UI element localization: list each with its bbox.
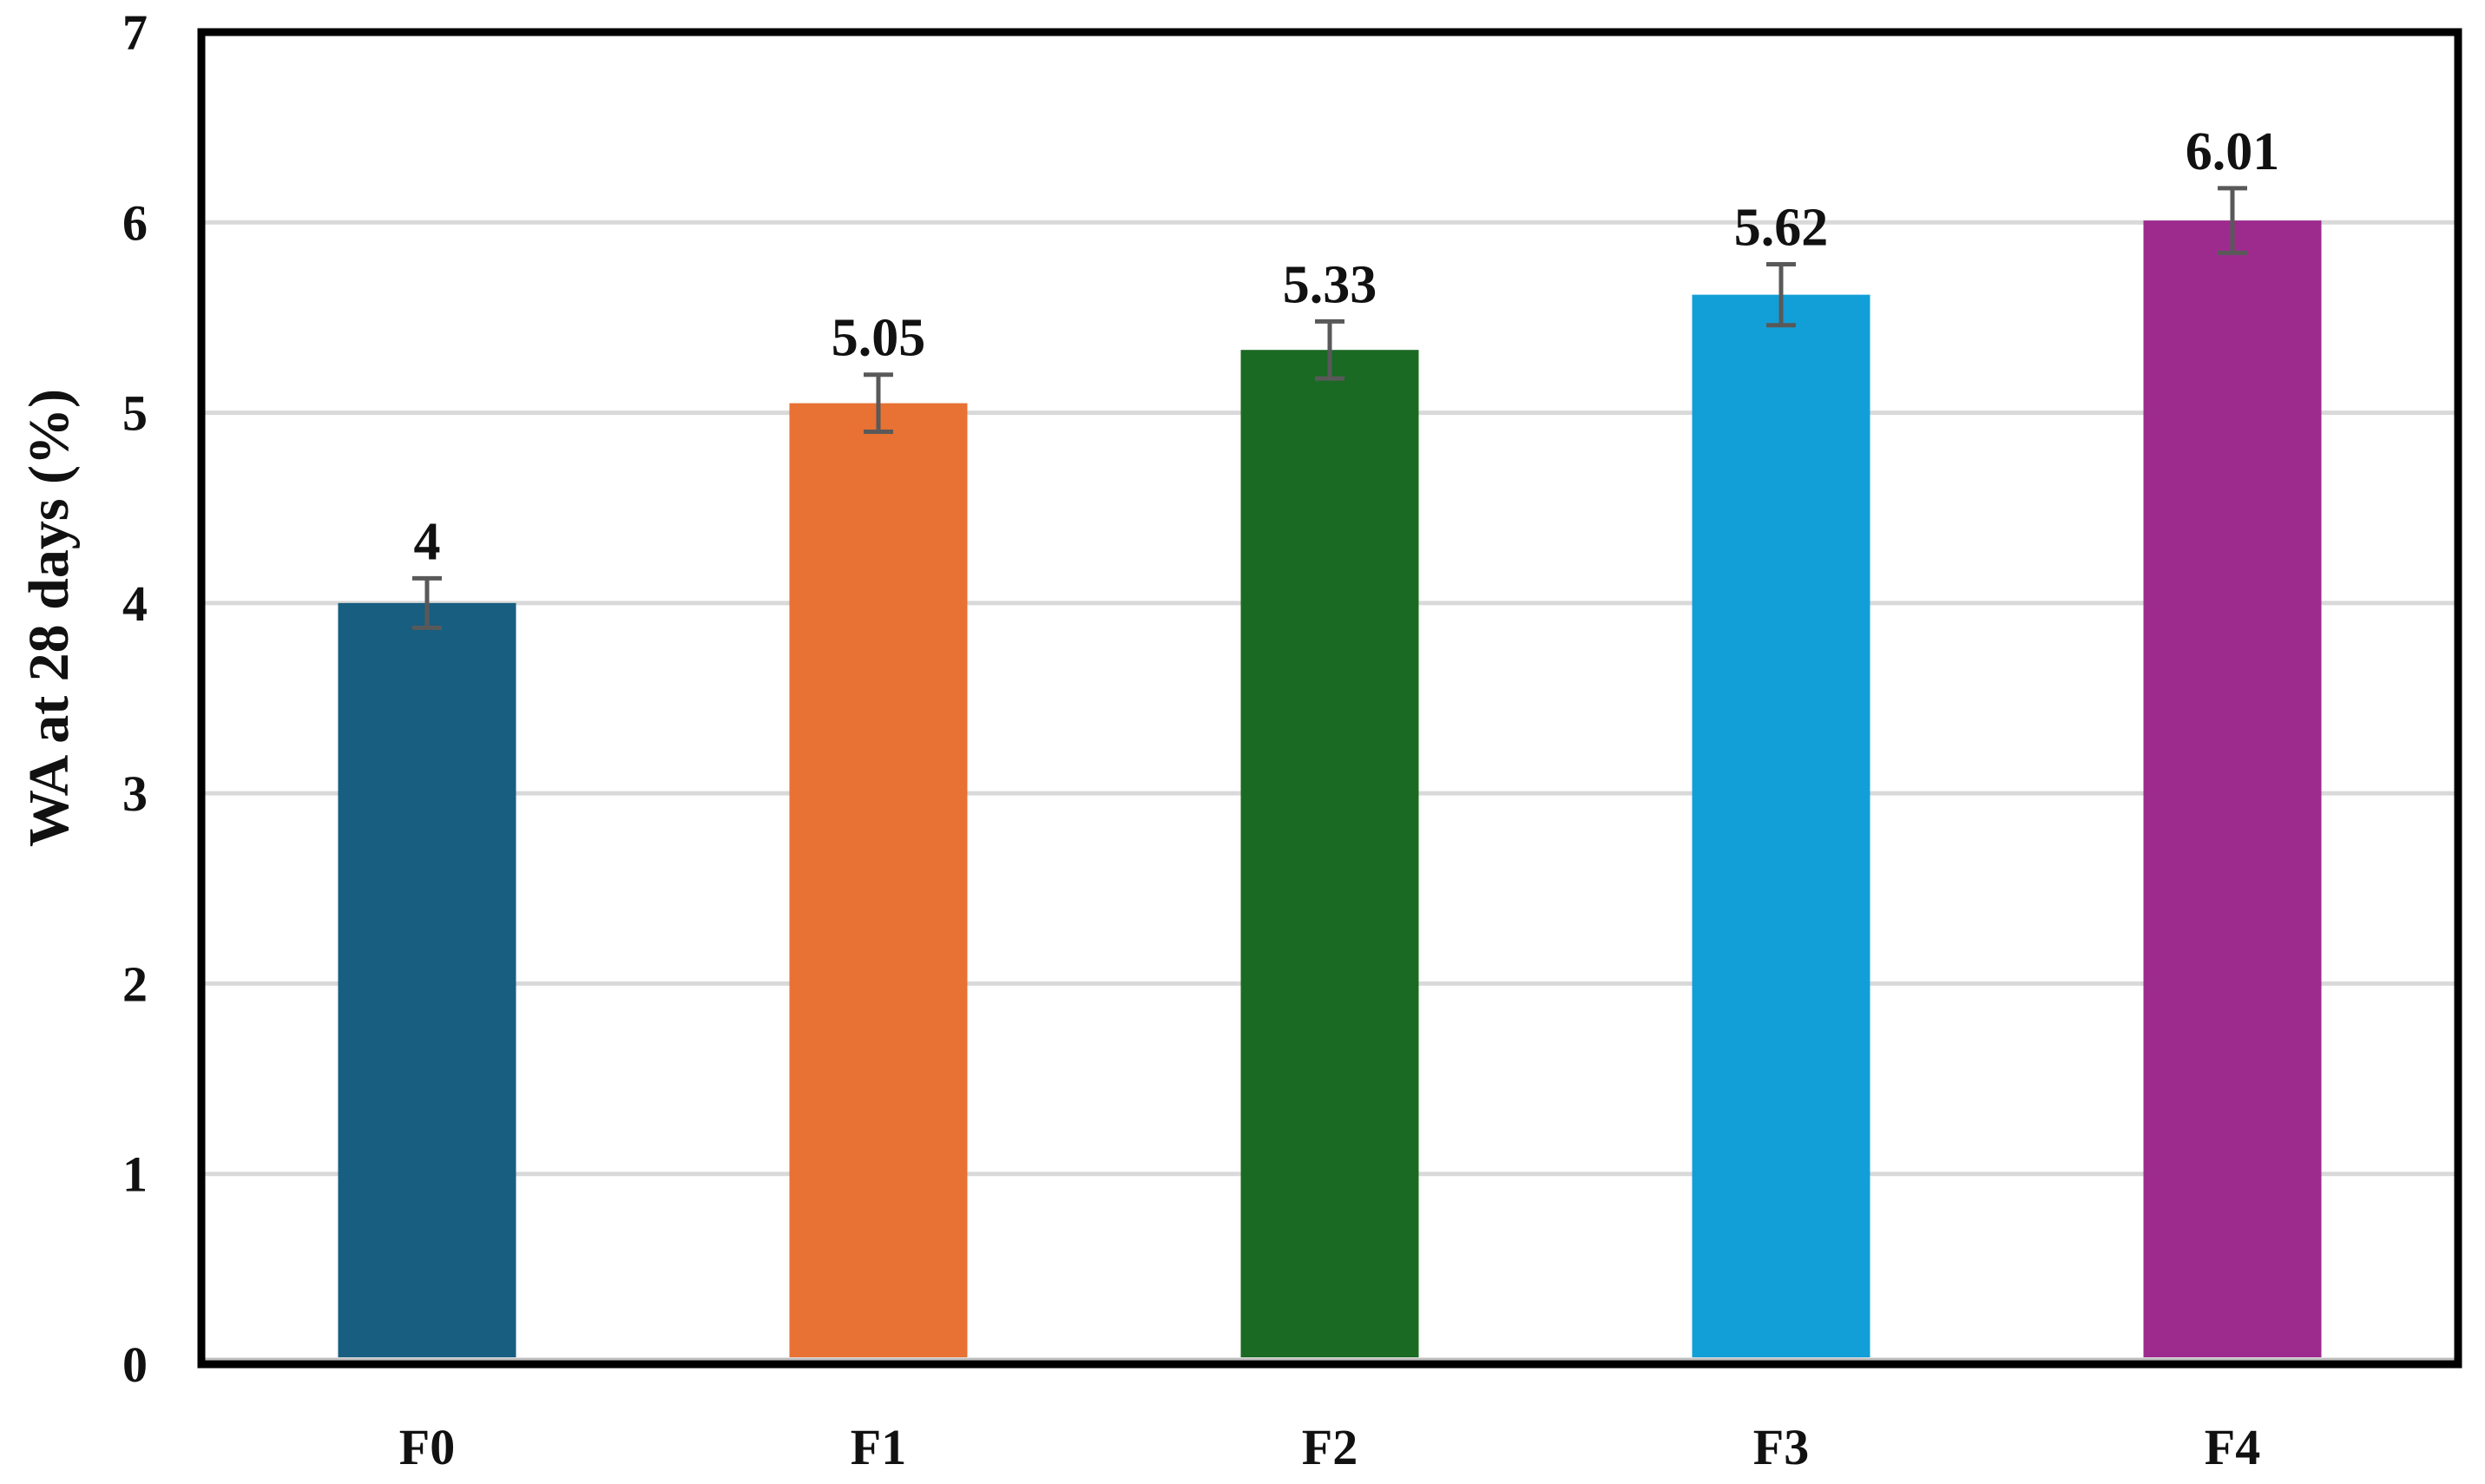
y-tick-label: 3	[122, 765, 148, 822]
x-tick-label-f2: F2	[1302, 1419, 1358, 1475]
data-label-f1: 5.05	[832, 309, 926, 368]
bar-f1	[789, 403, 968, 1357]
bar-f2	[1240, 350, 1419, 1357]
y-tick-label: 4	[122, 575, 148, 632]
error-bar-f1	[864, 372, 893, 434]
data-labels: 4 5.05 5.33 5.62 6.01	[414, 122, 2280, 572]
y-tick-label: 1	[122, 1146, 148, 1203]
bar-f3	[1692, 294, 1870, 1358]
x-tick-label-f0: F0	[399, 1419, 455, 1475]
y-tick-label: 0	[122, 1336, 148, 1393]
error-bar-f0	[412, 575, 442, 630]
x-tick-label-f3: F3	[1753, 1419, 1809, 1475]
data-label-f4: 6.01	[2186, 122, 2280, 181]
error-bars	[412, 186, 2247, 630]
plot-frame	[197, 28, 2462, 1369]
y-tick-label: 2	[122, 955, 148, 1012]
bar-f0	[338, 602, 516, 1357]
data-label-f0: 4	[414, 512, 441, 571]
x-tick-label-f4: F4	[2205, 1419, 2260, 1475]
x-tick-label-f1: F1	[851, 1419, 906, 1475]
error-bar-f3	[1766, 262, 1796, 328]
data-label-f3: 5.62	[1734, 199, 1829, 258]
y-tick-label: 7	[122, 4, 148, 61]
error-bar-f4	[2218, 186, 2247, 255]
error-bar-f2	[1315, 318, 1344, 381]
y-tick-label: 5	[122, 385, 148, 442]
data-label-f2: 5.33	[1283, 255, 1377, 314]
bars	[338, 220, 2322, 1358]
y-tick-label: 6	[122, 194, 148, 251]
bar-f4	[2143, 220, 2322, 1357]
y-axis-title: WA at 28 days (%)	[17, 389, 81, 847]
